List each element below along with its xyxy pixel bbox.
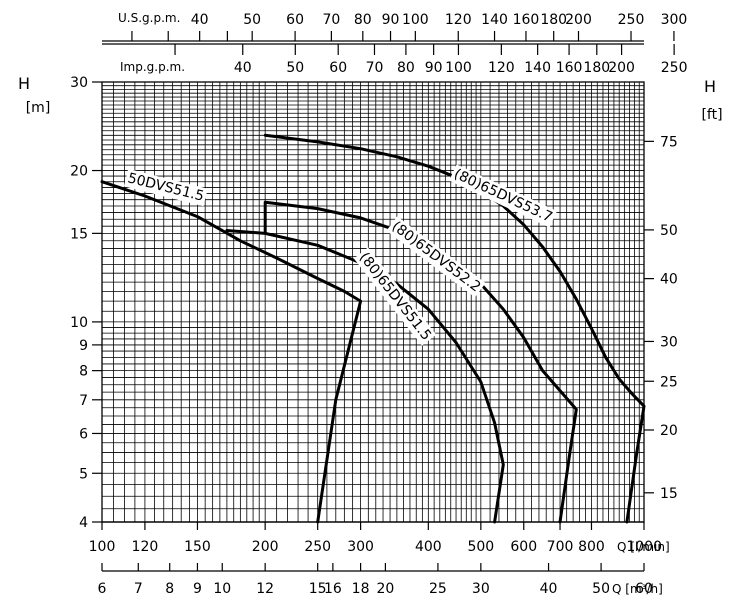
impgpm-tick-label: 180 xyxy=(583,60,610,76)
m3h-tick-label: 9 xyxy=(193,581,202,597)
usgpm-tick-label: 200 xyxy=(565,12,592,28)
curve-8065dvs51.5 xyxy=(225,229,505,524)
lmin-axis-unit: Q [l/min] xyxy=(617,540,670,554)
lmin-tick-label: 600 xyxy=(510,539,537,555)
y-left-tick-label: 6 xyxy=(79,426,88,442)
lmin-tick-label: 250 xyxy=(304,539,331,555)
usgpm-tick-label: 180 xyxy=(540,12,567,28)
impgpm-tick-label: 70 xyxy=(366,60,384,76)
curve-label: (80)65DVS52.2 xyxy=(389,218,484,295)
m3h-tick-label: 10 xyxy=(213,581,231,597)
impgpm-tick-label: 90 xyxy=(425,60,443,76)
impgpm-axis-label: Imp.g.p.m. xyxy=(120,60,185,74)
y-left-tick-label: 15 xyxy=(70,226,88,242)
curve-50dvs51.5 xyxy=(100,180,363,524)
usgpm-tick-label: 60 xyxy=(286,12,304,28)
curves xyxy=(100,133,646,524)
m3h-tick-label: 7 xyxy=(134,581,143,597)
impgpm-tick-label: 160 xyxy=(556,60,583,76)
m3h-tick-label: 50 xyxy=(592,581,610,597)
lmin-tick-label: 100 xyxy=(89,539,116,555)
y-left-tick-label: 7 xyxy=(79,393,88,409)
lmin-tick-label: 400 xyxy=(415,539,442,555)
usgpm-tick-label: 250 xyxy=(618,12,645,28)
lmin-tick-label: 300 xyxy=(347,539,374,555)
m3h-tick-label: 40 xyxy=(540,581,558,597)
impgpm-tick-label: 60 xyxy=(329,60,347,76)
usgpm-tick-label: 120 xyxy=(445,12,472,28)
y-left-axis-label: H xyxy=(18,74,30,93)
plot-frame xyxy=(101,81,645,523)
lmin-tick-label: 800 xyxy=(578,539,605,555)
m3h-axis-unit: Q [m³/h] xyxy=(612,582,663,596)
m3h-tick-label: 12 xyxy=(256,581,274,597)
usgpm-tick-label: 140 xyxy=(481,12,508,28)
impgpm-tick-label: 200 xyxy=(608,60,635,76)
m3h-tick-label: 16 xyxy=(324,581,342,597)
y-right-axis-unit: [ft] xyxy=(701,107,722,123)
curve-label-background xyxy=(123,168,208,207)
m3h-tick-label: 8 xyxy=(165,581,174,597)
axes: H [m] H [ft] U.S.g.p.m. Imp.g.p.m. Q [l/… xyxy=(18,11,723,597)
impgpm-tick-label: 80 xyxy=(397,60,415,76)
m3h-tick-label: 30 xyxy=(472,581,490,597)
usgpm-tick-label: 40 xyxy=(191,12,209,28)
m3h-tick-label: 20 xyxy=(376,581,394,597)
lmin-tick-label: 120 xyxy=(132,539,159,555)
m3h-tick-label: 18 xyxy=(352,581,370,597)
y-left-axis-unit: [m] xyxy=(26,100,51,116)
y-left-tick-label: 10 xyxy=(70,315,88,331)
impgpm-tick-label: 140 xyxy=(524,60,551,76)
curve-label-background xyxy=(386,216,486,298)
impgpm-tick-label: 120 xyxy=(488,60,515,76)
y-right-tick-label: 75 xyxy=(660,134,678,150)
usgpm-tick-label: 160 xyxy=(513,12,540,28)
curve-label-group: 50DVS51.5 xyxy=(123,168,208,207)
usgpm-axis-label: U.S.g.p.m. xyxy=(118,11,180,25)
lmin-tick-label: 700 xyxy=(547,539,574,555)
y-right-tick-label: 15 xyxy=(660,486,678,502)
y-left-tick-label: 4 xyxy=(79,515,88,531)
usgpm-tick-label: 70 xyxy=(322,12,340,28)
m3h-tick-label: 60 xyxy=(635,581,653,597)
impgpm-tick-label: 250 xyxy=(661,60,688,76)
curve-8065dvs53.7 xyxy=(263,133,646,524)
impgpm-tick-label: 50 xyxy=(286,60,304,76)
y-right-tick-label: 20 xyxy=(660,423,678,439)
y-left-tick-label: 5 xyxy=(79,466,88,482)
y-right-tick-label: 30 xyxy=(660,334,678,350)
y-right-axis-label: H xyxy=(704,77,716,96)
lmin-tick-label: 1000 xyxy=(626,539,662,555)
m3h-tick-label: 25 xyxy=(429,581,447,597)
impgpm-tick-label: 40 xyxy=(234,60,252,76)
usgpm-tick-label: 300 xyxy=(661,12,688,28)
lmin-tick-label: 150 xyxy=(184,539,211,555)
y-right-tick-label: 25 xyxy=(660,374,678,390)
lmin-tick-label: 200 xyxy=(252,539,279,555)
y-left-tick-label: 9 xyxy=(79,338,88,354)
curve-label-background xyxy=(449,164,558,228)
impgpm-tick-label: 100 xyxy=(445,60,472,76)
y-right-tick-label: 40 xyxy=(660,272,678,288)
y-left-tick-label: 20 xyxy=(70,164,88,180)
usgpm-tick-label: 100 xyxy=(402,12,429,28)
usgpm-tick-label: 80 xyxy=(354,12,372,28)
curve-label-group: (80)65DVS53.7 xyxy=(449,164,558,228)
curve-label-group: (80)65DVS52.2 xyxy=(386,216,486,298)
curve-label-group: (80)65DVS51.5 xyxy=(353,247,437,346)
m3h-tick-label: 6 xyxy=(98,581,107,597)
y-right-tick-label: 50 xyxy=(660,223,678,239)
lmin-tick-label: 500 xyxy=(467,539,494,555)
curve-label-background xyxy=(353,247,437,346)
y-left-tick-label: 8 xyxy=(79,364,88,380)
usgpm-tick-label: 50 xyxy=(243,12,261,28)
y-left-tick-label: 30 xyxy=(70,75,88,91)
m3h-tick-label: 15 xyxy=(309,581,327,597)
grid xyxy=(101,81,645,523)
usgpm-tick-label: 90 xyxy=(382,12,400,28)
